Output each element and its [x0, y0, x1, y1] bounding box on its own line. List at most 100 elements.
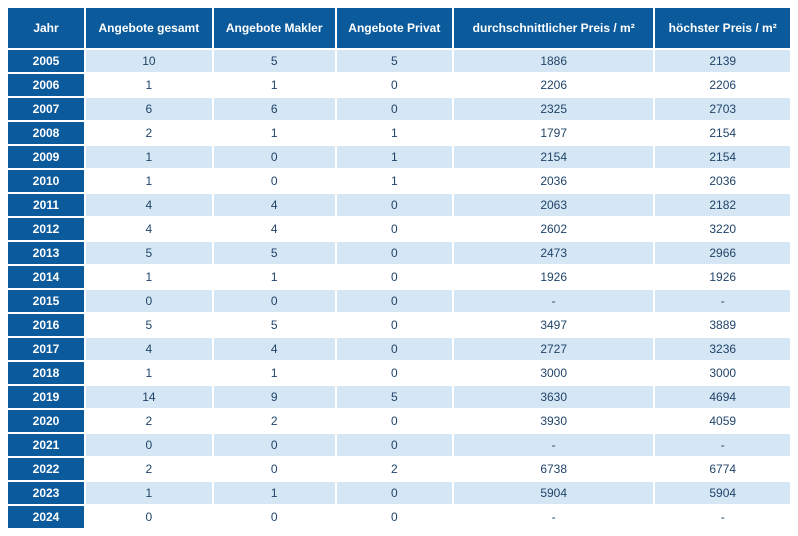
cell-max: 2703: [655, 98, 790, 120]
cell-makler: 2: [214, 410, 335, 432]
year-cell: 2023: [8, 482, 84, 504]
cell-privat: 2: [337, 458, 452, 480]
cell-max: -: [655, 506, 790, 528]
cell-avg: 2063: [454, 194, 653, 216]
table-row: 201244026023220: [8, 218, 790, 240]
cell-makler: 4: [214, 218, 335, 240]
cell-makler: 6: [214, 98, 335, 120]
cell-privat: 0: [337, 194, 452, 216]
col-year: Jahr: [8, 8, 84, 48]
cell-privat: 0: [337, 338, 452, 360]
cell-privat: 5: [337, 386, 452, 408]
cell-total: 2: [86, 458, 212, 480]
table-row: 200821117972154: [8, 122, 790, 144]
cell-avg: 3000: [454, 362, 653, 384]
cell-max: 6774: [655, 458, 790, 480]
cell-privat: 1: [337, 146, 452, 168]
table-row: 2024000--: [8, 506, 790, 528]
table-row: 202022039304059: [8, 410, 790, 432]
cell-privat: 0: [337, 314, 452, 336]
cell-makler: 1: [214, 266, 335, 288]
cell-max: 3000: [655, 362, 790, 384]
col-total: Angebote gesamt: [86, 8, 212, 48]
cell-makler: 0: [214, 290, 335, 312]
cell-total: 5: [86, 242, 212, 264]
year-cell: 2024: [8, 506, 84, 528]
cell-privat: 0: [337, 266, 452, 288]
cell-privat: 0: [337, 74, 452, 96]
year-cell: 2019: [8, 386, 84, 408]
cell-privat: 0: [337, 98, 452, 120]
cell-total: 4: [86, 194, 212, 216]
cell-max: 3889: [655, 314, 790, 336]
cell-makler: 0: [214, 506, 335, 528]
cell-makler: 9: [214, 386, 335, 408]
cell-total: 14: [86, 386, 212, 408]
cell-max: 1926: [655, 266, 790, 288]
cell-avg: -: [454, 434, 653, 456]
table-row: 2021000--: [8, 434, 790, 456]
cell-privat: 5: [337, 50, 452, 72]
cell-max: -: [655, 290, 790, 312]
cell-avg: 2325: [454, 98, 653, 120]
year-cell: 2011: [8, 194, 84, 216]
cell-privat: 0: [337, 242, 452, 264]
cell-avg: 1926: [454, 266, 653, 288]
cell-total: 0: [86, 290, 212, 312]
col-privat: Angebote Privat: [337, 8, 452, 48]
cell-total: 10: [86, 50, 212, 72]
cell-avg: 2727: [454, 338, 653, 360]
cell-max: 4059: [655, 410, 790, 432]
cell-max: 2036: [655, 170, 790, 192]
cell-avg: 3930: [454, 410, 653, 432]
cell-total: 1: [86, 266, 212, 288]
cell-privat: 1: [337, 122, 452, 144]
cell-makler: 0: [214, 434, 335, 456]
price-table: Jahr Angebote gesamt Angebote Makler Ang…: [6, 6, 792, 530]
cell-total: 2: [86, 410, 212, 432]
year-cell: 2009: [8, 146, 84, 168]
table-row: 201355024732966: [8, 242, 790, 264]
year-cell: 2015: [8, 290, 84, 312]
cell-privat: 0: [337, 506, 452, 528]
cell-makler: 0: [214, 170, 335, 192]
cell-max: -: [655, 434, 790, 456]
cell-max: 2966: [655, 242, 790, 264]
col-max: höchster Preis / m²: [655, 8, 790, 48]
cell-max: 2206: [655, 74, 790, 96]
cell-makler: 4: [214, 194, 335, 216]
header-row: Jahr Angebote gesamt Angebote Makler Ang…: [8, 8, 790, 48]
cell-avg: 6738: [454, 458, 653, 480]
cell-total: 4: [86, 338, 212, 360]
year-cell: 2012: [8, 218, 84, 240]
year-cell: 2017: [8, 338, 84, 360]
cell-total: 0: [86, 434, 212, 456]
cell-total: 1: [86, 482, 212, 504]
cell-total: 1: [86, 74, 212, 96]
cell-max: 2154: [655, 146, 790, 168]
cell-total: 6: [86, 98, 212, 120]
cell-max: 2182: [655, 194, 790, 216]
cell-total: 0: [86, 506, 212, 528]
cell-max: 3220: [655, 218, 790, 240]
cell-max: 3236: [655, 338, 790, 360]
cell-makler: 4: [214, 338, 335, 360]
cell-makler: 5: [214, 50, 335, 72]
cell-privat: 0: [337, 362, 452, 384]
cell-privat: 1: [337, 170, 452, 192]
year-cell: 2008: [8, 122, 84, 144]
cell-avg: 3497: [454, 314, 653, 336]
cell-makler: 5: [214, 242, 335, 264]
cell-max: 2139: [655, 50, 790, 72]
table-row: 2005105518862139: [8, 50, 790, 72]
cell-max: 5904: [655, 482, 790, 504]
cell-total: 1: [86, 170, 212, 192]
year-cell: 2005: [8, 50, 84, 72]
cell-total: 1: [86, 146, 212, 168]
cell-privat: 0: [337, 290, 452, 312]
table-row: 202220267386774: [8, 458, 790, 480]
cell-privat: 0: [337, 482, 452, 504]
cell-avg: 1886: [454, 50, 653, 72]
cell-privat: 0: [337, 218, 452, 240]
table-row: 2015000--: [8, 290, 790, 312]
